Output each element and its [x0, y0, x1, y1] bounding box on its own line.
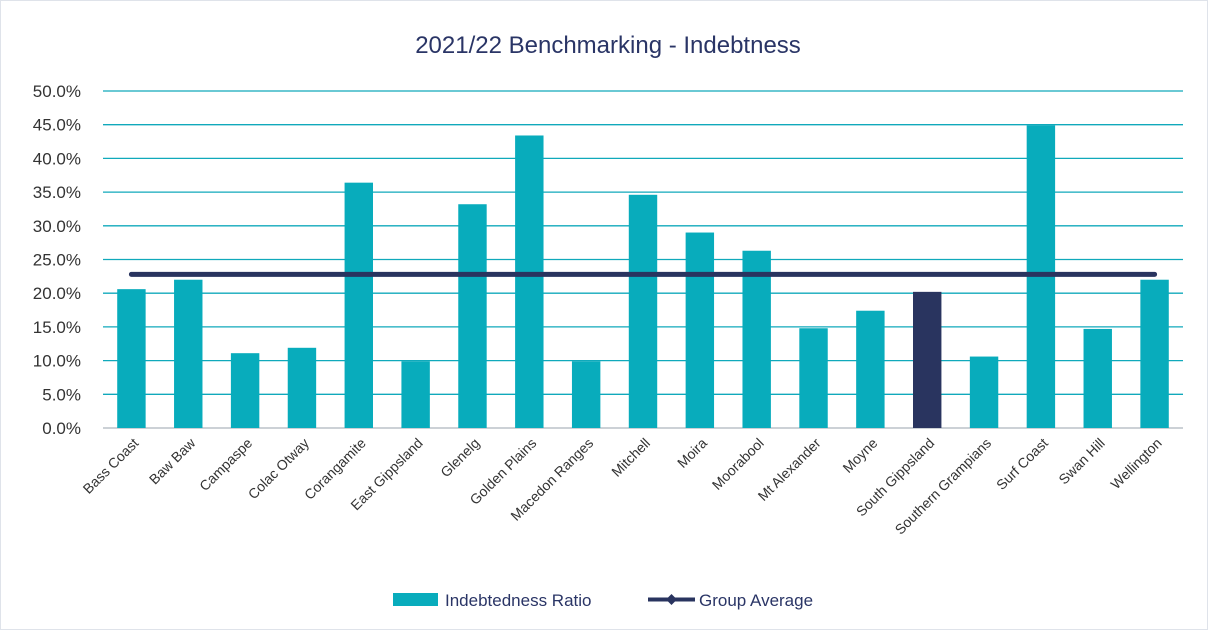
x-tick-label: Glenelg: [437, 435, 482, 480]
bar-wellington: [1140, 279, 1169, 428]
y-tick-label: 5.0%: [42, 385, 81, 404]
x-tick-label: Bass Coast: [80, 435, 142, 497]
bar-south-gippsland: [913, 291, 942, 428]
bar-east-gippsland: [401, 361, 430, 428]
y-tick-label: 40.0%: [33, 149, 81, 168]
x-tick-label: Southern Grampians: [892, 435, 995, 538]
legend-swatch-indebtedness-ratio: [393, 593, 438, 606]
y-tick-label: 10.0%: [33, 352, 81, 371]
legend-label-indebtedness-ratio: Indebtedness Ratio: [445, 591, 592, 610]
bar-mitchell: [628, 194, 658, 428]
x-tick-label: Mitchell: [608, 435, 653, 480]
bar-moorabool: [742, 250, 771, 428]
legend-marker-group-average: [666, 594, 677, 605]
y-tick-label: 50.0%: [33, 82, 81, 101]
legend: Indebtedness Ratio Group Average: [393, 591, 813, 610]
bar-baw-baw: [174, 279, 203, 428]
bar-colac-otway: [287, 347, 317, 428]
y-tick-label: 35.0%: [33, 183, 81, 202]
bar-campaspe: [230, 353, 260, 428]
x-tick-label: Campaspe: [196, 435, 255, 494]
legend-label-group-average: Group Average: [699, 591, 813, 610]
y-tick-label: 45.0%: [33, 116, 81, 135]
y-tick-label: 20.0%: [33, 284, 81, 303]
bars: [117, 125, 1169, 429]
x-tick-label: Surf Coast: [993, 435, 1051, 493]
x-tick-label: Baw Baw: [146, 434, 199, 487]
x-tick-label: Moira: [674, 435, 710, 471]
x-tick-label: Swan Hill: [1055, 435, 1108, 488]
y-tick-label: 30.0%: [33, 217, 81, 236]
bar-glenelg: [458, 204, 487, 428]
x-tick-label: Moorabool: [709, 435, 767, 493]
bar-macedon-ranges: [571, 361, 601, 428]
bar-golden-plains: [515, 135, 544, 428]
y-tick-label: 25.0%: [33, 251, 81, 270]
bar-swan-hill: [1083, 328, 1112, 428]
bar-southern-grampians: [969, 356, 999, 428]
y-tick-label: 15.0%: [33, 318, 81, 337]
x-tick-label: Wellington: [1107, 435, 1164, 492]
x-tick-label: Moyne: [839, 435, 880, 476]
bar-corangamite: [344, 182, 373, 428]
bar-moyne: [856, 310, 885, 428]
bar-mt-alexander: [799, 328, 828, 428]
y-axis: 50.0% 45.0% 40.0% 35.0% 30.0% 25.0% 20.0% 15.0%…: [33, 82, 81, 438]
chart-title: 2021/22 Benchmarking - Indebtness: [415, 32, 801, 59]
bar-bass-coast: [117, 289, 146, 428]
y-tick-label: 0.0%: [42, 419, 81, 438]
bar-moira: [685, 232, 715, 428]
